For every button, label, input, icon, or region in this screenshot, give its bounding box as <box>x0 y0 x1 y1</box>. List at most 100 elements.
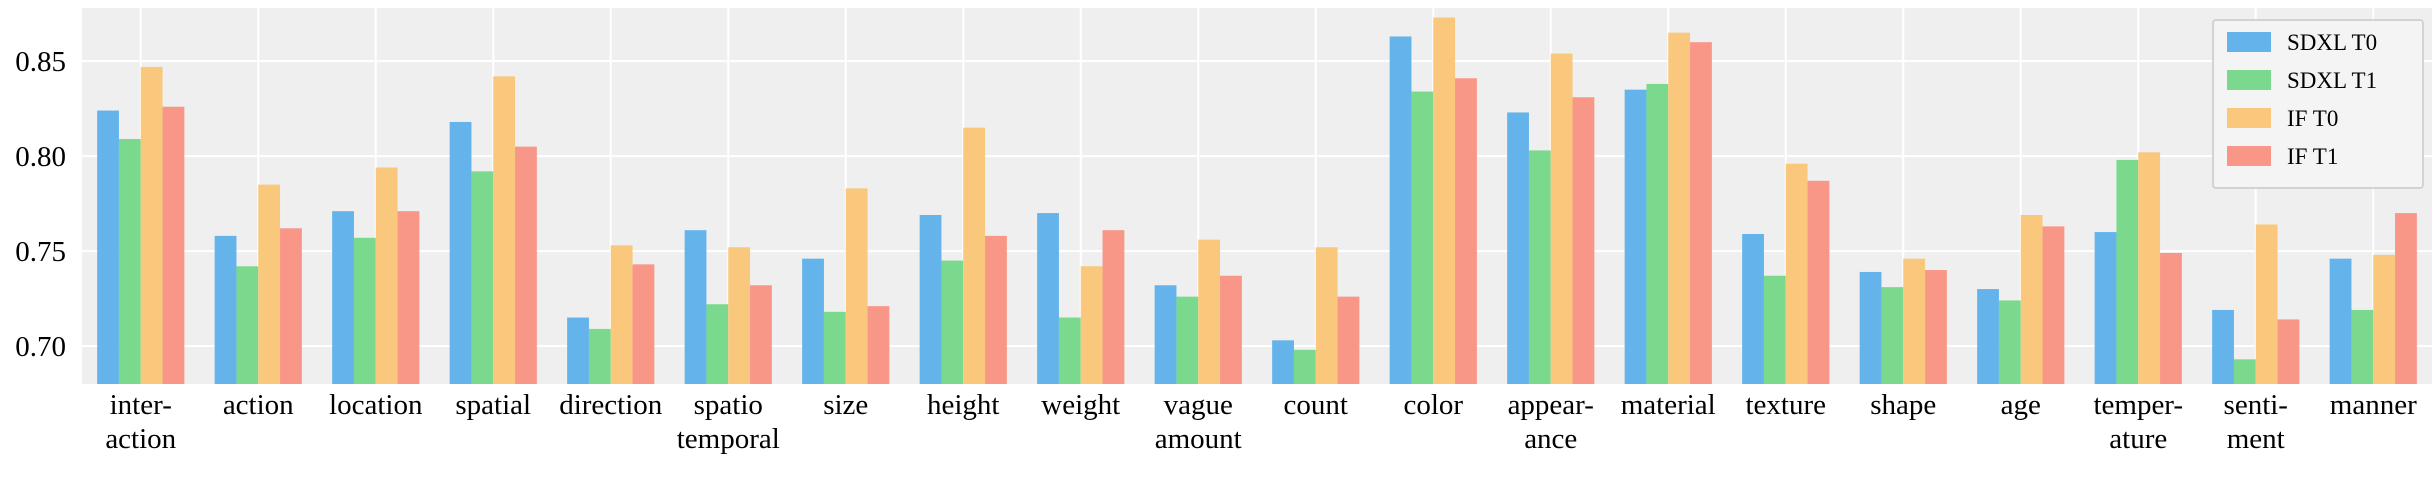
bar <box>1763 275 1786 384</box>
bar <box>1550 53 1573 385</box>
legend-swatch <box>2227 146 2271 166</box>
y-tick-label: 0.85 <box>15 46 66 78</box>
y-tick-label: 0.80 <box>15 141 66 173</box>
bar <box>2373 254 2396 384</box>
bar <box>1742 233 1764 384</box>
bar <box>750 285 772 384</box>
bar <box>567 317 589 384</box>
bar <box>823 311 846 384</box>
bar <box>2277 319 2300 384</box>
legend-swatch <box>2227 108 2271 128</box>
x-category-label: appear-ance <box>1508 389 1594 455</box>
bar <box>1977 289 1999 384</box>
bar <box>1646 83 1669 384</box>
legend-swatch <box>2227 32 2271 52</box>
bar <box>1903 258 1926 384</box>
bars <box>97 17 2417 385</box>
y-tick-label: 0.75 <box>15 236 66 268</box>
bar <box>236 266 259 384</box>
bar <box>2094 232 2117 384</box>
x-category-label: texture <box>1745 389 1826 421</box>
bar <box>1102 230 1125 384</box>
x-category-label: shape <box>1870 389 1936 421</box>
bar <box>1293 349 1316 384</box>
bar <box>985 235 1007 384</box>
bar <box>1455 78 1477 384</box>
legend-label: IF T0 <box>2287 106 2338 131</box>
bar <box>1785 163 1808 384</box>
bar <box>449 121 472 384</box>
legend-label: SDXL T0 <box>2287 30 2377 55</box>
bar <box>728 247 751 384</box>
bar <box>1572 97 1595 384</box>
bar <box>1433 17 1456 385</box>
bar <box>2233 359 2256 384</box>
x-category-label: color <box>1403 389 1463 421</box>
bar <box>1881 287 1904 384</box>
bar <box>375 167 398 384</box>
bar <box>2116 159 2139 384</box>
bar <box>610 245 633 384</box>
x-axis-categories: inter-action action location spatial directi… <box>105 389 2417 455</box>
bar <box>963 127 986 385</box>
bar <box>1528 150 1551 384</box>
x-category-label: count <box>1284 389 1348 421</box>
bar <box>140 66 163 385</box>
bar <box>845 188 868 384</box>
bar <box>353 237 376 384</box>
y-tick-label: 0.70 <box>15 331 66 363</box>
bar <box>214 235 237 384</box>
bar <box>684 230 707 384</box>
bar <box>1507 112 1529 384</box>
bar <box>1690 42 1712 384</box>
bar <box>1807 180 1830 384</box>
y-axis-ticks: 0.70 0.75 0.80 0.85 <box>15 46 66 363</box>
plot-area <box>82 8 2432 384</box>
bar <box>941 260 964 384</box>
bar <box>1411 91 1434 385</box>
bar <box>162 106 185 385</box>
legend-label: IF T1 <box>2287 144 2338 169</box>
bar <box>1272 340 1294 384</box>
x-category-label: direction <box>559 389 663 421</box>
bar <box>258 184 281 384</box>
x-category-label: age <box>2001 389 2041 421</box>
bar <box>632 264 655 384</box>
bar <box>1058 317 1081 384</box>
bar <box>2020 214 2043 384</box>
bar <box>1315 247 1338 384</box>
bar <box>1176 296 1199 384</box>
bar <box>2138 152 2161 384</box>
bar <box>118 139 141 384</box>
bar <box>515 146 537 384</box>
bar <box>471 171 494 384</box>
bar <box>1925 270 1947 384</box>
bar <box>2329 258 2352 384</box>
bar <box>2395 213 2417 384</box>
bar <box>1668 32 1691 385</box>
bar <box>332 211 354 384</box>
x-category-label: spatial <box>455 389 531 421</box>
bar <box>1080 266 1103 384</box>
x-category-label: manner <box>2330 389 2417 421</box>
bar <box>1220 275 1242 384</box>
bar <box>2042 226 2065 384</box>
bar <box>588 328 611 384</box>
bar <box>802 258 824 384</box>
x-category-label: vague amount <box>1155 389 1242 455</box>
bar <box>1154 285 1177 384</box>
x-category-label: weight <box>1041 389 1120 421</box>
x-category-label: material <box>1621 389 1716 421</box>
bar <box>1037 213 1059 384</box>
bar <box>493 76 516 384</box>
bar <box>97 110 119 384</box>
bar <box>1389 36 1412 384</box>
bar <box>1198 239 1221 384</box>
x-category-label: temper-ature <box>2093 389 2183 455</box>
bar <box>1998 300 2021 384</box>
x-category-label: inter-action <box>105 389 176 455</box>
bar <box>1337 296 1360 384</box>
x-category-label: spatio temporal <box>677 389 780 455</box>
bar <box>706 304 729 384</box>
